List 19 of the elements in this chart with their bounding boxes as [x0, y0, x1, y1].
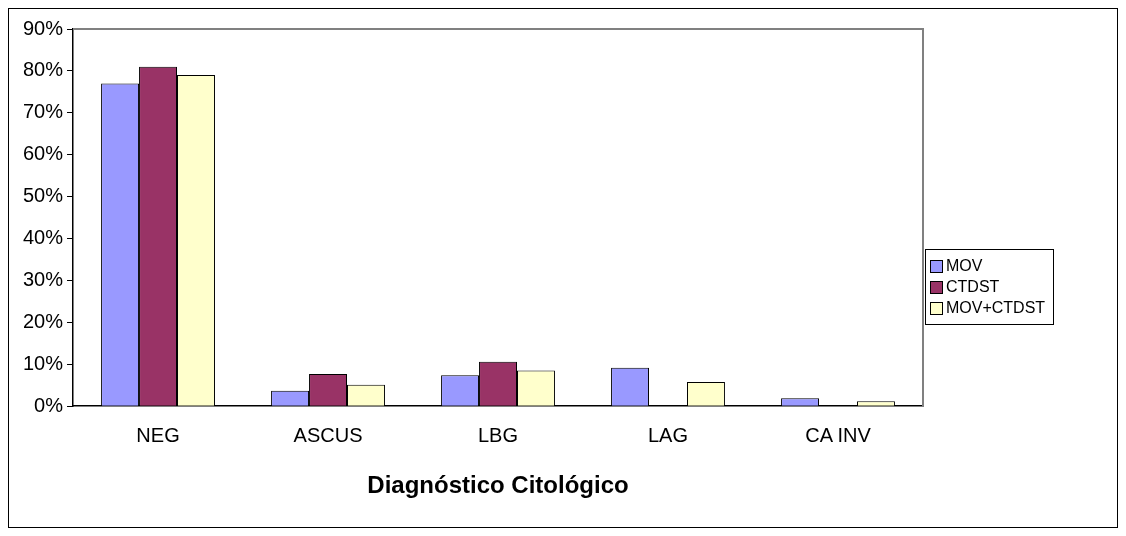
- x-tick-label: LBG: [478, 423, 519, 446]
- y-tick-label: 70%: [23, 100, 64, 123]
- y-tick-label: 30%: [23, 267, 64, 290]
- y-tick-label: 60%: [23, 142, 64, 165]
- y-tick-label: 90%: [23, 16, 64, 39]
- x-axis-title: Diagnóstico Citológico: [367, 471, 629, 499]
- legend-label: MOV: [946, 257, 983, 275]
- y-tick-label: 50%: [23, 184, 64, 207]
- y-tick-label: 80%: [23, 58, 64, 81]
- legend-label: MOV+CTDST: [946, 299, 1046, 317]
- y-tick-label: 40%: [23, 226, 64, 249]
- x-tick-label: NEG: [136, 423, 180, 446]
- y-tick-label: 10%: [23, 351, 64, 374]
- x-tick-label: LAG: [647, 423, 689, 446]
- x-tick-label: CA INV: [805, 423, 872, 446]
- legend-label: CTDST: [946, 278, 1000, 296]
- y-tick-label: 0%: [34, 393, 64, 416]
- x-tick-label: ASCUS: [293, 423, 363, 446]
- y-tick-label: 20%: [23, 309, 64, 332]
